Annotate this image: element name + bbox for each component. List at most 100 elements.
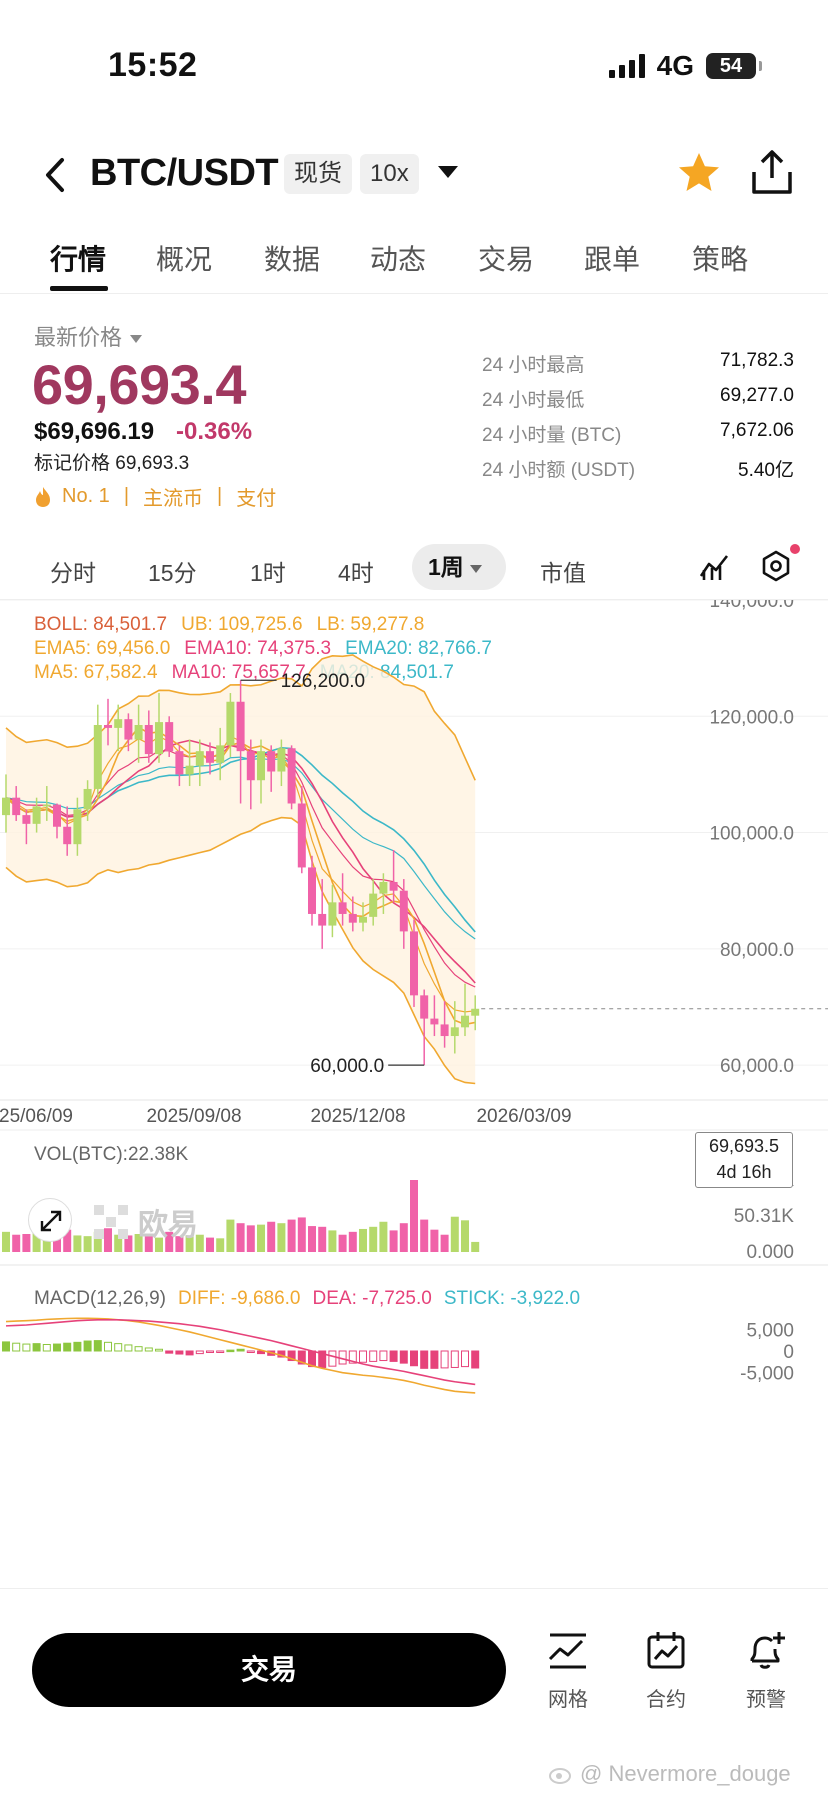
candle-body [83, 788, 92, 810]
macd-histogram-bar [2, 1341, 10, 1352]
macd-diff-line [5, 1317, 476, 1394]
tab-data[interactable]: 数据 [264, 244, 321, 275]
contract-icon [647, 1632, 685, 1669]
stats-panel: 24 小时最高 71,782.3 24 小时最低 69,277.0 24 小时量 (… [482, 350, 794, 490]
macd-histogram-bar [114, 1343, 123, 1352]
volume-bar [226, 1219, 235, 1252]
tab-overview[interactable]: 概况 [156, 244, 213, 275]
tab-trade[interactable]: 交易 [478, 244, 535, 275]
settings-icon[interactable] [760, 550, 792, 582]
category-tag[interactable]: 主流币 [143, 488, 204, 510]
candle-body [124, 719, 133, 740]
macd-histogram-bar [22, 1343, 31, 1352]
volume-bar [379, 1221, 388, 1252]
macd-histogram-bar [318, 1350, 327, 1368]
macd-histogram-bar [93, 1340, 102, 1352]
interval-1w-selector[interactable]: 1周 [412, 544, 506, 590]
x-tick-label: 25/06/09 [0, 1106, 73, 1127]
candle-body [185, 765, 194, 775]
rank-tag[interactable]: No. 1 [62, 485, 110, 507]
y-tick-label: 80,000.0 [720, 940, 794, 961]
macd-histogram-bar [206, 1350, 214, 1353]
header: BTC/USDT 现货 10x [0, 140, 828, 210]
usd-price: $69,696.19 [34, 418, 155, 445]
interval-market-cap[interactable]: 市值 [540, 560, 586, 586]
volume-bar [83, 1236, 92, 1252]
candle-body [277, 748, 286, 772]
price-type-dropdown-icon [130, 335, 143, 344]
volume-bar [267, 1221, 276, 1252]
volume-bar [389, 1230, 398, 1252]
x-tick-label: 2025/12/08 [310, 1106, 405, 1127]
bottom-bar: 交易 网格 合约 预警 @ Nevermore_d [0, 1588, 828, 1801]
fullscreen-icon[interactable] [28, 1198, 72, 1242]
candle-body [389, 881, 398, 891]
candle-body [134, 725, 143, 740]
candle-body [236, 701, 245, 752]
macd-histogram-bar [42, 1344, 51, 1352]
interval-bar: 分时 15分 1时 4时 1周 市值 [0, 540, 828, 600]
volume-bar [308, 1226, 316, 1252]
candle-body [379, 881, 388, 894]
x-tick-label: 2026/03/09 [476, 1106, 571, 1127]
macd-tick-label: 5,000 [746, 1320, 794, 1341]
grid-button[interactable]: 网格 [528, 1629, 608, 1712]
volume-bar [461, 1220, 469, 1252]
trade-button[interactable]: 交易 [32, 1633, 506, 1707]
candle-body [318, 913, 327, 926]
okx-logo-icon [94, 1205, 128, 1239]
pair-dropdown-icon[interactable] [438, 166, 458, 178]
y-tick-label: 140,000.0 [709, 600, 794, 612]
star-icon[interactable] [676, 150, 722, 196]
volume-bar [440, 1234, 449, 1252]
y-tick-label: 120,000.0 [709, 707, 794, 728]
macd-histogram-bar [461, 1350, 469, 1368]
credit-watermark: @ Nevermore_douge [548, 1761, 791, 1787]
interval-1h[interactable]: 1时 [250, 560, 286, 586]
candle-body [471, 1008, 480, 1016]
macd-histogram-bar [175, 1350, 184, 1355]
status-indicators: 4G 54 [608, 50, 762, 82]
candle-body [267, 751, 276, 772]
kline-chart[interactable]: 140,000.0 120,000.0 100,000.0 80,000.0 60,00… [0, 600, 828, 1590]
candle-body [2, 797, 10, 816]
back-icon[interactable] [38, 156, 72, 194]
status-time: 15:52 [108, 46, 198, 84]
candle-body [297, 803, 306, 868]
macd-histogram-bar [471, 1350, 480, 1369]
macd-histogram-bar [134, 1346, 143, 1352]
volume-bar [338, 1234, 347, 1252]
volume-bar [2, 1231, 10, 1252]
macd-histogram-bar [287, 1350, 296, 1362]
payment-tag[interactable]: 支付 [236, 488, 277, 510]
tab-news[interactable]: 动态 [370, 244, 427, 275]
candle-body [22, 815, 31, 824]
volume-bar [328, 1230, 337, 1252]
volume-tick-label: 0.000 [746, 1242, 794, 1263]
volume-bar [450, 1216, 459, 1252]
tab-market[interactable]: 行情 [50, 244, 107, 275]
volume-bar [420, 1219, 429, 1252]
candle-body [73, 809, 82, 845]
macd-histogram-bar [32, 1343, 41, 1352]
indicator-icon[interactable] [698, 550, 730, 582]
interval-time-share[interactable]: 分时 [50, 560, 96, 586]
volume-bar [216, 1238, 225, 1252]
candle-body [399, 890, 408, 932]
candle-body [144, 725, 153, 755]
tab-strategy[interactable]: 策略 [692, 244, 749, 275]
alert-button[interactable]: 预警 [726, 1629, 806, 1712]
share-icon[interactable] [750, 148, 794, 196]
macd-histogram-bar [185, 1350, 194, 1356]
macd-histogram-bar [195, 1350, 204, 1355]
contract-label: 合约 [646, 1689, 686, 1711]
contract-button[interactable]: 合约 [626, 1629, 706, 1712]
interval-4h[interactable]: 4时 [338, 560, 374, 586]
volume-bar [175, 1236, 184, 1252]
tab-copy-trade[interactable]: 跟单 [584, 244, 641, 275]
macd-histogram-bar [440, 1350, 449, 1369]
pair-title[interactable]: BTC/USDT [90, 152, 279, 194]
interval-15m[interactable]: 15分 [148, 560, 197, 586]
macd-histogram-bar [104, 1341, 112, 1352]
price-type-selector[interactable]: 最新价格 [34, 320, 143, 352]
